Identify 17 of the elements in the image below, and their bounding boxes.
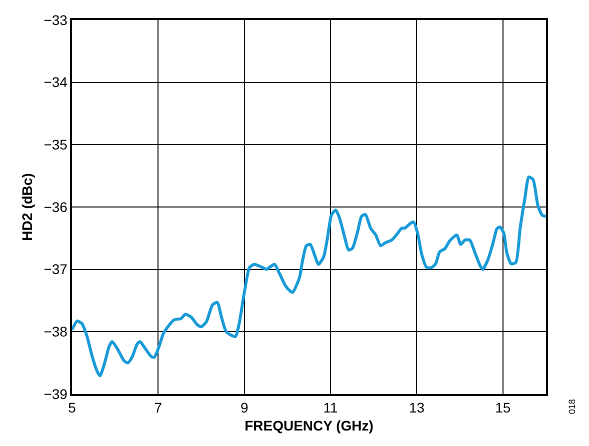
x-tick-label: 9	[240, 400, 248, 416]
y-tick-label: −38	[44, 324, 68, 340]
x-tick-label: 7	[154, 400, 162, 416]
x-tick-label: 15	[495, 400, 511, 416]
y-tick-label: −33	[44, 12, 68, 28]
x-tick-label: 13	[408, 400, 425, 416]
y-tick-label: −39	[44, 386, 68, 402]
x-tick-label: 5	[68, 400, 76, 416]
line-series	[72, 176, 546, 378]
x-tick-label: 11	[323, 400, 338, 416]
text: 018	[567, 399, 578, 414]
x-axis-title: FREQUENCY (GHz)	[244, 417, 374, 434]
y-axis-title: HD2 (dBc)	[18, 173, 35, 241]
y-tick-label: −35	[44, 136, 68, 153]
y-tick-label: −37	[44, 261, 68, 278]
y-tick-label: −34	[44, 74, 68, 90]
y-tick-label: −36	[44, 198, 68, 215]
